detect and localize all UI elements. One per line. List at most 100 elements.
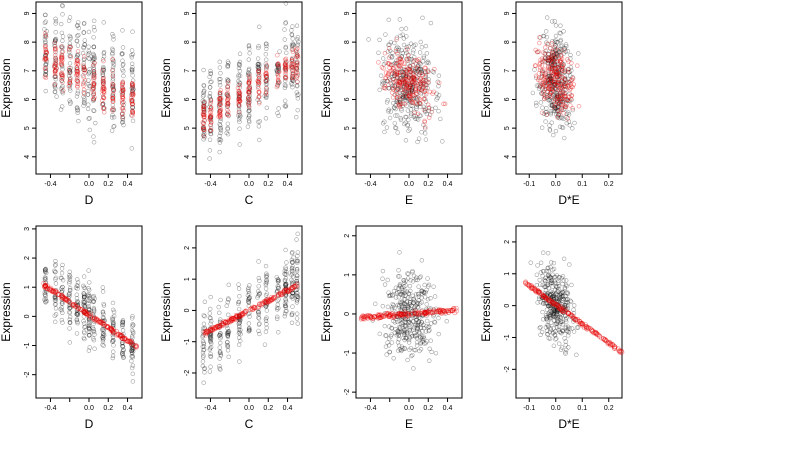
fitted-point <box>217 114 223 119</box>
fitted-point <box>413 91 419 97</box>
observed-point <box>86 83 92 89</box>
observed-point <box>426 108 431 113</box>
observed-point <box>81 335 87 341</box>
observed-point <box>130 87 136 93</box>
observed-point <box>207 102 213 107</box>
observed-point <box>82 38 87 43</box>
observed-point <box>411 48 416 53</box>
observed-point <box>207 95 213 100</box>
observed-point <box>540 309 545 315</box>
fitted-point <box>44 50 49 55</box>
fitted-point <box>295 46 300 51</box>
observed-point <box>391 105 397 110</box>
observed-point <box>276 68 282 73</box>
observed-point <box>405 357 410 363</box>
observed-point <box>43 32 49 38</box>
fitted-point <box>101 81 106 86</box>
observed-point <box>68 35 73 40</box>
observed-point <box>376 50 381 55</box>
observed-point <box>263 74 269 79</box>
observed-point <box>274 63 280 69</box>
fitted-point <box>224 102 230 107</box>
y-tick-label: 4 <box>504 155 511 159</box>
observed-point <box>225 59 231 64</box>
y-tick-label: 9 <box>184 11 191 15</box>
observed-point <box>68 88 73 93</box>
observed-point <box>289 64 295 70</box>
observed-point <box>91 92 96 98</box>
fitted-point <box>263 78 269 84</box>
y-axis-label: Expression <box>0 58 13 117</box>
observed-point <box>385 98 390 103</box>
observed-point <box>82 96 87 101</box>
fitted-point <box>217 110 223 115</box>
x-tick-label: 0.2 <box>604 405 614 412</box>
observed-point <box>408 41 414 46</box>
fitted-point <box>290 55 295 61</box>
observed-point <box>397 97 402 103</box>
observed-point <box>101 105 107 110</box>
observed-point <box>436 83 441 89</box>
observed-point <box>424 111 430 117</box>
observed-point <box>92 56 97 62</box>
observed-point <box>102 106 107 111</box>
observed-point <box>541 250 546 255</box>
observed-point <box>384 125 390 130</box>
observed-point <box>246 115 251 121</box>
observed-point <box>295 53 300 59</box>
observed-point <box>81 45 86 51</box>
observed-point <box>410 80 415 85</box>
fitted-point <box>386 46 392 51</box>
observed-point <box>436 73 442 78</box>
fitted-point <box>386 61 391 66</box>
fitted-point <box>237 93 243 99</box>
fitted-point <box>237 98 242 103</box>
observed-point <box>572 303 577 308</box>
observed-point <box>389 62 394 68</box>
fitted-point <box>43 75 49 81</box>
observed-point <box>110 82 116 87</box>
y-tick-label: 9 <box>24 11 31 15</box>
observed-point <box>395 87 400 92</box>
observed-point <box>410 85 415 90</box>
observed-point <box>85 106 91 112</box>
fitted-point <box>408 96 413 102</box>
observed-point <box>400 73 406 78</box>
observed-point <box>404 95 409 100</box>
observed-point <box>409 87 415 92</box>
observed-point <box>412 76 417 82</box>
observed-point <box>76 20 81 25</box>
observed-point <box>395 74 400 80</box>
fitted-point <box>119 97 125 103</box>
fitted-point <box>290 49 296 55</box>
observed-point <box>380 79 385 84</box>
x-tick-label: -0.1 <box>523 405 535 412</box>
observed-point <box>424 51 430 56</box>
observed-point <box>208 122 214 127</box>
fitted-point <box>226 112 231 118</box>
observed-point <box>75 53 80 58</box>
fitted-point <box>423 82 429 87</box>
observed-point <box>201 83 207 89</box>
observed-point <box>90 57 96 62</box>
observed-point <box>425 68 431 73</box>
observed-point <box>53 281 59 286</box>
fitted-point <box>129 97 135 103</box>
fitted-point <box>81 75 87 80</box>
observed-point <box>256 61 262 67</box>
observed-point <box>202 104 207 110</box>
observed-point <box>130 101 135 107</box>
observed-point <box>294 311 300 316</box>
observed-point <box>264 94 269 99</box>
observed-point <box>528 260 533 265</box>
observed-point <box>68 81 73 87</box>
observed-point <box>59 78 64 83</box>
fitted-point <box>415 88 420 94</box>
fitted-point <box>201 103 207 109</box>
observed-point <box>257 24 262 29</box>
fitted-point <box>91 85 96 91</box>
observed-point <box>217 95 222 101</box>
observed-point <box>423 77 429 83</box>
observed-point <box>121 122 126 128</box>
observed-point <box>378 73 384 78</box>
